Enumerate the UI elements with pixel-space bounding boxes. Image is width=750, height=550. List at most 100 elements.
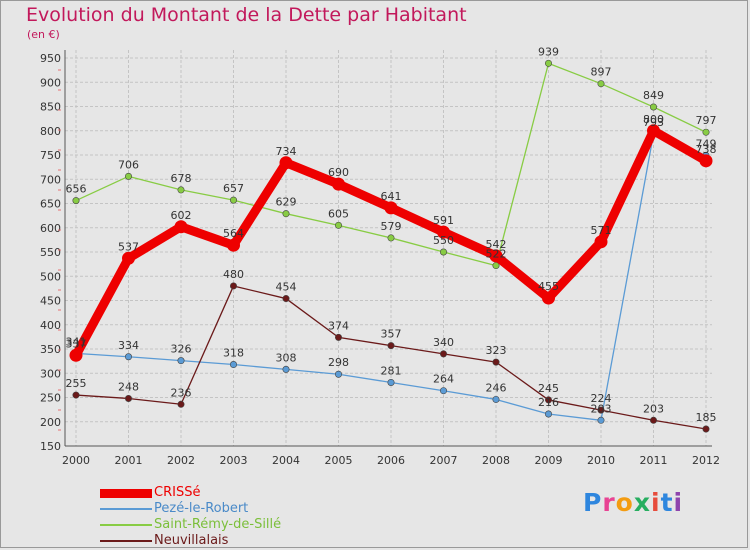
- y-tick-label: 600: [40, 222, 61, 235]
- proxiti-logo: Proxiti: [583, 488, 683, 517]
- series-point: [544, 59, 552, 67]
- series-point: [125, 353, 133, 361]
- data-label: 224: [591, 392, 612, 405]
- data-label: 216: [538, 396, 559, 409]
- data-label: 550: [433, 234, 454, 247]
- data-label: 690: [328, 166, 349, 179]
- data-label: 203: [643, 402, 664, 415]
- data-label: 678: [171, 172, 192, 185]
- series-point: [72, 391, 80, 399]
- data-label: 246: [486, 381, 507, 394]
- y-tick-label: 900: [40, 76, 61, 89]
- y-tick-label: 550: [40, 246, 61, 259]
- series-point: [492, 395, 500, 403]
- series-point: [72, 197, 80, 205]
- y-tick-label: 150: [40, 440, 61, 453]
- x-tick-label: 2011: [640, 454, 668, 467]
- series-point: [387, 378, 395, 386]
- x-tick-label: 2009: [535, 454, 563, 467]
- data-label: 298: [328, 356, 349, 369]
- data-labels: 341 334 326 318 308 298 281 264 246 216 203 793 749 6…: [66, 45, 717, 424]
- series-point: [177, 357, 185, 365]
- logo-letter: r: [602, 488, 616, 517]
- logo-letter: i: [673, 488, 684, 517]
- logo-letter: P: [583, 488, 603, 517]
- y-tick-label: 200: [40, 416, 61, 429]
- data-label: 480: [223, 268, 244, 281]
- data-label: 264: [433, 373, 454, 386]
- data-label: 641: [381, 190, 402, 203]
- data-label: 849: [643, 89, 664, 102]
- y-tick-label: 400: [40, 319, 61, 332]
- data-label: 657: [223, 182, 244, 195]
- series-point: [334, 221, 342, 229]
- data-label: 341: [66, 335, 87, 348]
- legend-swatch: [100, 488, 152, 498]
- x-tick-label: 2002: [167, 454, 195, 467]
- data-label: 255: [66, 377, 87, 390]
- legend-label: Pezé-le-Robert: [154, 501, 249, 516]
- series-point: [492, 358, 500, 366]
- series-point: [230, 282, 238, 290]
- series-point: [439, 248, 447, 256]
- y-tick-label: 700: [40, 173, 61, 186]
- data-label: 939: [538, 45, 559, 58]
- x-tick-label: 2000: [62, 454, 90, 467]
- series-point: [174, 220, 188, 234]
- data-label: 281: [381, 364, 402, 377]
- series-point: [282, 210, 290, 218]
- data-label: 308: [276, 351, 297, 364]
- data-label: 326: [171, 343, 192, 356]
- series-point: [649, 416, 657, 424]
- plot-area: [65, 50, 712, 446]
- data-label: 602: [171, 209, 192, 222]
- series-point: [439, 350, 447, 358]
- axes: 150 200 250 300 350 400 450 500 550 600 650 700 750 8…: [40, 50, 720, 467]
- logo-letter: i: [651, 488, 661, 517]
- data-label: 793: [643, 116, 664, 129]
- x-tick-label: 2010: [587, 454, 615, 467]
- series-point: [69, 348, 83, 362]
- data-label: 203: [591, 402, 612, 415]
- x-tick-label: 2012: [692, 454, 720, 467]
- series-point: [279, 156, 293, 170]
- data-label: 656: [66, 183, 87, 196]
- series-point: [125, 172, 133, 180]
- y-tick-label: 650: [40, 198, 61, 211]
- data-label: 579: [381, 220, 402, 233]
- chart-title: Evolution du Montant de la Dette par Hab…: [26, 4, 467, 26]
- data-label: 734: [276, 145, 297, 158]
- data-label: 318: [223, 347, 244, 360]
- data-label: 340: [433, 336, 454, 349]
- data-label: 897: [591, 66, 612, 79]
- x-tick-label: 2008: [482, 454, 510, 467]
- data-label: 454: [276, 281, 297, 294]
- legend-label: CRISSé: [154, 485, 201, 500]
- series-point: [702, 425, 710, 433]
- data-label: 591: [433, 214, 454, 227]
- series-point: [597, 406, 605, 414]
- series-point: [230, 361, 238, 369]
- series-point: [177, 400, 185, 408]
- data-label: 605: [328, 207, 349, 220]
- logo-letter: o: [615, 488, 634, 517]
- grid: [65, 50, 712, 447]
- y-tick-label: 350: [40, 343, 61, 356]
- y-tick-label: 250: [40, 392, 61, 405]
- data-label: 542: [486, 238, 507, 251]
- data-label: 334: [118, 339, 139, 352]
- data-label: 749: [696, 137, 717, 150]
- series-point: [282, 365, 290, 373]
- data-label: 248: [118, 380, 139, 393]
- chart-subtitle: (en €): [27, 28, 60, 41]
- data-label: 522: [486, 248, 507, 261]
- series-point: [334, 370, 342, 378]
- series-point: [230, 196, 238, 204]
- series-point: [489, 249, 503, 263]
- data-label: 337: [66, 337, 87, 350]
- series-layer: [69, 59, 713, 433]
- data-label: 797: [696, 114, 717, 127]
- series-point: [647, 124, 660, 138]
- data-label: 629: [276, 196, 297, 209]
